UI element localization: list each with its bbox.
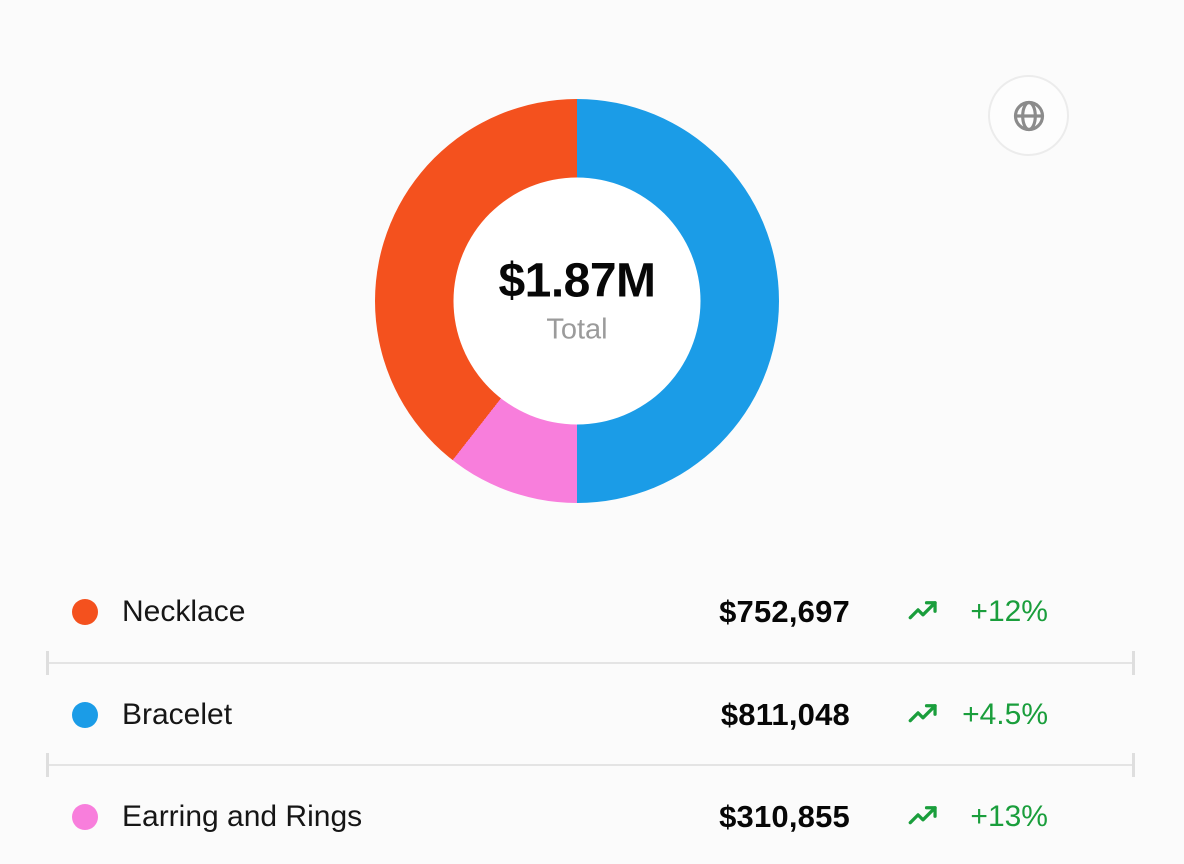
bracelet-color-dot xyxy=(72,702,98,728)
legend-row-bracelet[interactable]: Bracelet $811,048 +4.5% xyxy=(0,673,1184,757)
earring-and-rings-color-dot xyxy=(72,804,98,830)
trending-up-icon xyxy=(906,800,940,834)
category-label: Necklace xyxy=(122,595,246,628)
donut-chart[interactable]: $1.87M Total xyxy=(375,99,779,503)
category-label: Earring and Rings xyxy=(122,800,363,833)
necklace-color-dot xyxy=(72,599,98,625)
globe-button[interactable] xyxy=(988,75,1069,156)
total-value: $1.87M xyxy=(498,254,656,308)
category-value: $752,697 xyxy=(719,594,850,629)
trending-up-icon xyxy=(906,595,940,629)
category-label: Bracelet xyxy=(122,698,233,731)
globe-icon xyxy=(1011,98,1047,134)
category-change: +4.5% xyxy=(962,698,1048,731)
legend-row-earring-and-rings[interactable]: Earring and Rings $310,855 +13% xyxy=(0,775,1184,859)
category-value: $811,048 xyxy=(720,697,850,732)
total-label: Total xyxy=(546,313,608,346)
donut-center: $1.87M Total xyxy=(453,177,701,425)
row-divider xyxy=(46,753,1135,777)
category-change: +13% xyxy=(970,800,1048,833)
row-divider xyxy=(46,651,1135,675)
category-value: $310,855 xyxy=(719,799,850,834)
legend-row-necklace[interactable]: Necklace $752,697 +12% xyxy=(0,570,1184,654)
trending-up-icon xyxy=(906,698,940,732)
category-change: +12% xyxy=(970,595,1048,628)
